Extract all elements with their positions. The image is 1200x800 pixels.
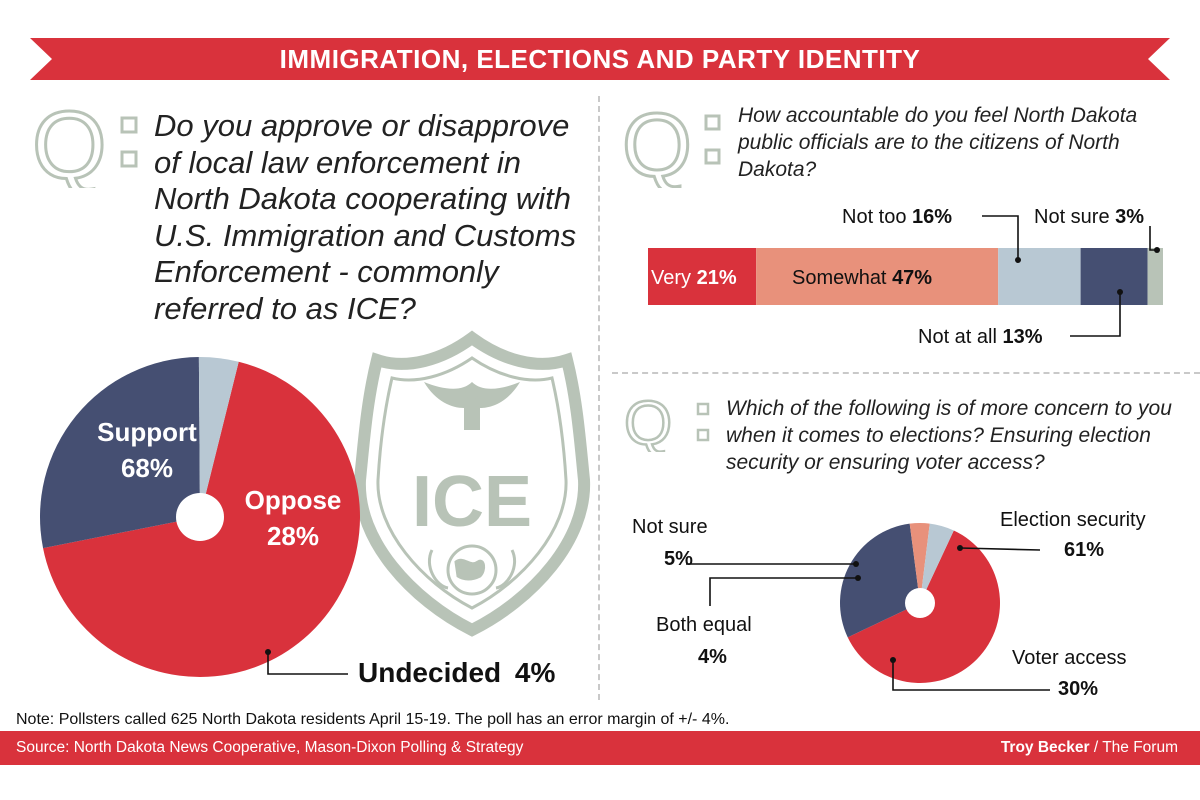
pie-chart-elections bbox=[840, 523, 1000, 683]
svg-text:Q: Q bbox=[624, 392, 672, 452]
pie3-value-access: 30% bbox=[1058, 678, 1099, 700]
bar-value-not-at-all: 13% bbox=[1002, 326, 1043, 348]
question-3-text: Which of the following is of more concer… bbox=[726, 397, 1172, 474]
pie1-label-oppose: Oppose bbox=[244, 485, 342, 515]
horizontal-divider bbox=[612, 372, 1200, 374]
credit-rest: / The Forum bbox=[1089, 739, 1178, 756]
pie3-slice-both bbox=[909, 523, 930, 603]
bar-label-somewhat: Somewhat bbox=[792, 267, 887, 289]
bar-value-very: 21% bbox=[696, 267, 737, 289]
bar-segment-very bbox=[648, 248, 757, 305]
bar-value-somewhat: 47% bbox=[892, 267, 933, 289]
question-2-text: How accountable do you feel North Dakota… bbox=[738, 104, 1138, 181]
pie3-value-security: 61% bbox=[1064, 539, 1105, 561]
bar-label-not-at-all: Not at all bbox=[918, 326, 997, 348]
pie3-label-both: Both equal bbox=[656, 614, 752, 636]
pie1-label-support: Support bbox=[97, 417, 197, 447]
question-q-icon: Q bbox=[621, 98, 721, 188]
pie3-slice-not-sure bbox=[920, 523, 954, 603]
bar-segment-not-sure bbox=[1147, 248, 1163, 305]
pie-center-hole bbox=[905, 588, 935, 618]
question-q-icon: Q bbox=[623, 392, 710, 452]
pie3-value-both: 4% bbox=[698, 646, 727, 668]
bar-value-not-too: 16% bbox=[912, 206, 953, 228]
bar-label-not-too: Not too bbox=[842, 206, 907, 228]
banner-title: IMMIGRATION, ELECTIONS AND PARTY IDENTIT… bbox=[279, 44, 921, 74]
svg-text:Q: Q bbox=[622, 98, 692, 188]
credit-name: Troy Becker bbox=[1000, 739, 1090, 756]
pie1-slice-oppose bbox=[40, 357, 201, 549]
pie1-value-oppose: 28% bbox=[266, 521, 320, 551]
footer-bar bbox=[0, 731, 1200, 765]
vertical-divider bbox=[598, 96, 600, 700]
pie3-value-not-sure: 5% bbox=[664, 548, 693, 570]
pie-chart-ice bbox=[40, 357, 360, 677]
bar-value-not-sure: 3% bbox=[1115, 206, 1145, 228]
bar-label-very: Very bbox=[651, 267, 692, 289]
bar-label-not-sure: Not sure bbox=[1034, 206, 1110, 228]
pie1-slice-undecided bbox=[198, 357, 239, 517]
bar-segment-not-too bbox=[998, 248, 1081, 305]
footer-note: Note: Pollsters called 625 North Dakota … bbox=[16, 711, 730, 728]
pie3-label-access: Voter access bbox=[1012, 647, 1127, 669]
footer-credit: Troy Becker / The Forum bbox=[1001, 739, 1178, 757]
pie3-slice-access bbox=[840, 523, 920, 638]
pie3-label-not-sure: Not sure bbox=[632, 516, 708, 538]
question-1-text: Do you approve or disapprove of local la… bbox=[154, 108, 577, 326]
pie3-label-security: Election security bbox=[1000, 509, 1146, 531]
footer-source: Source: North Dakota News Cooperative, M… bbox=[16, 739, 524, 756]
question-q-icon: Q bbox=[31, 98, 138, 188]
bar-segment-not-at-all bbox=[1080, 248, 1148, 305]
eagle-icon bbox=[424, 382, 520, 430]
badge-text: ICE bbox=[412, 462, 532, 542]
svg-text:Q: Q bbox=[32, 98, 107, 188]
pie-center-hole bbox=[176, 493, 224, 541]
ice-badge-icon: ICE bbox=[353, 330, 591, 637]
globe-icon bbox=[446, 544, 498, 596]
pie1-value-support: 68% bbox=[120, 453, 174, 483]
pie1-value-undecided: 4% bbox=[514, 657, 556, 688]
pie1-label-undecided: Undecided bbox=[358, 657, 502, 688]
bar-segment-somewhat bbox=[756, 248, 999, 305]
